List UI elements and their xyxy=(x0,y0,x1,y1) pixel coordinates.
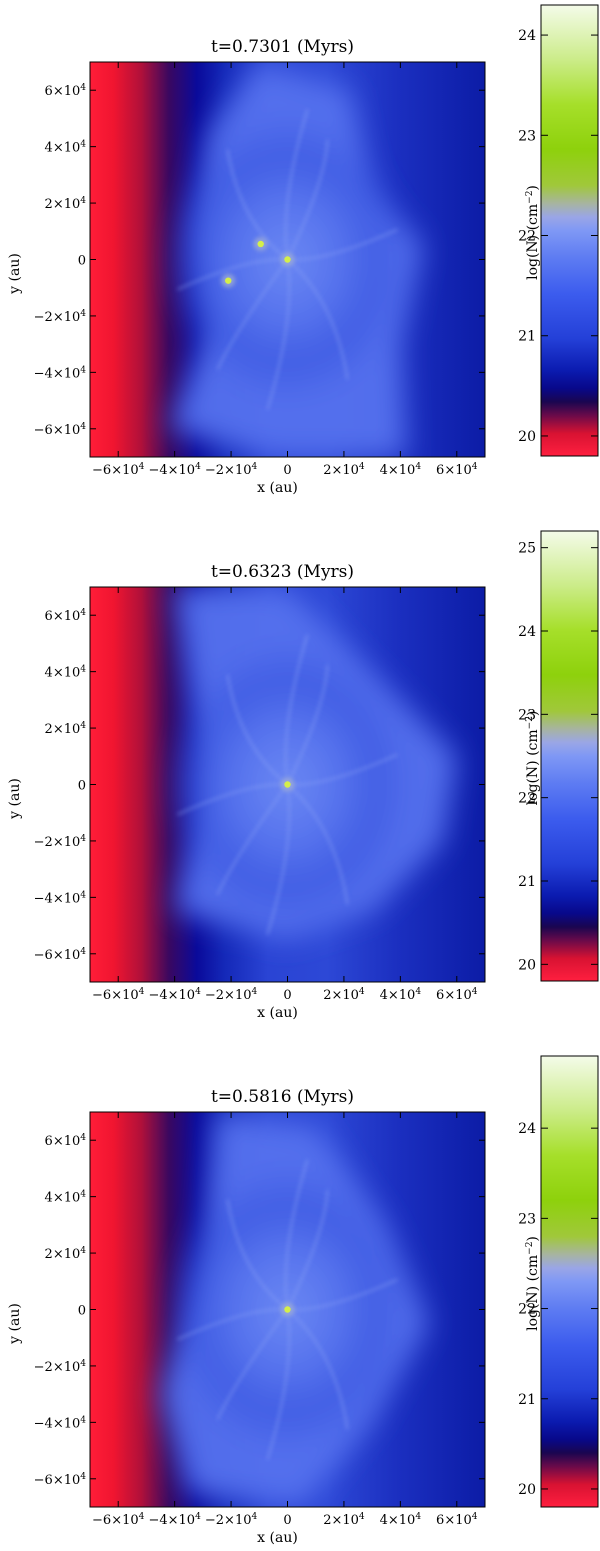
y-tick-label: −4×104 xyxy=(34,1415,87,1431)
x-axis-label: x (au) xyxy=(257,1005,298,1021)
x-tick-label: −6×104 xyxy=(92,987,145,1003)
x-tick-label: 2×104 xyxy=(323,987,365,1003)
filaments xyxy=(177,1159,398,1460)
x-tick-label: −6×104 xyxy=(92,462,145,478)
y-tick-label: −2×104 xyxy=(34,1359,87,1375)
axis-ticks xyxy=(90,1112,485,1507)
y-tick-label: −2×104 xyxy=(34,309,87,325)
x-tick-label: 6×104 xyxy=(436,462,478,478)
dense-core xyxy=(284,781,291,788)
heatmap-panel xyxy=(90,62,485,457)
panel-title: t=0.5816 (Myrs) xyxy=(211,1087,354,1107)
y-axis-label: y (au) xyxy=(7,1303,23,1345)
colorbar-tick-label: 24 xyxy=(518,28,536,44)
y-tick-label: 6×104 xyxy=(45,608,87,624)
x-tick-label: 4×104 xyxy=(380,1512,422,1528)
x-tick-label: 2×104 xyxy=(323,1512,365,1528)
y-tick-label: 0 xyxy=(78,1304,86,1319)
y-tick-label: 2×104 xyxy=(45,196,87,212)
colorbar-tick-label: 22 xyxy=(518,791,536,807)
dense-core xyxy=(284,1306,291,1313)
y-tick-label: 6×104 xyxy=(45,83,87,99)
colorbar-tick-label: 23 xyxy=(518,707,536,723)
y-tick-label: 0 xyxy=(78,254,86,269)
y-tick-label: −4×104 xyxy=(34,365,87,381)
y-tick-label: −2×104 xyxy=(34,834,87,850)
filaments xyxy=(177,634,398,935)
y-tick-label: −4×104 xyxy=(34,890,87,906)
y-tick-label: −6×104 xyxy=(34,1472,87,1488)
colorbar-tick-label: 21 xyxy=(518,329,536,345)
colorbar-tick-label: 20 xyxy=(518,429,536,445)
colorbar-tick-label: 23 xyxy=(518,128,536,144)
x-tick-label: 4×104 xyxy=(380,462,422,478)
colorbar-tick-label: 20 xyxy=(518,1482,536,1498)
dense-core xyxy=(257,240,264,248)
x-tick-label: 0 xyxy=(283,1513,291,1528)
filaments xyxy=(177,109,398,410)
x-tick-label: −2×104 xyxy=(205,987,258,1003)
y-tick-label: 4×104 xyxy=(45,665,87,681)
x-tick-label: −2×104 xyxy=(205,1512,258,1528)
x-tick-label: 4×104 xyxy=(380,987,422,1003)
y-tick-label: −6×104 xyxy=(34,947,87,963)
heatmap-panel xyxy=(90,587,485,982)
x-tick-label: 0 xyxy=(283,463,291,478)
x-axis-label: x (au) xyxy=(257,480,298,496)
colorbar xyxy=(540,1055,599,1508)
x-tick-label: −2×104 xyxy=(205,462,258,478)
colorbar-label: log(N) (cm−2) xyxy=(525,185,541,280)
x-tick-label: 6×104 xyxy=(436,1512,478,1528)
axis-ticks xyxy=(90,587,485,982)
y-tick-label: −6×104 xyxy=(34,422,87,438)
x-axis-label: x (au) xyxy=(257,1530,298,1546)
x-tick-label: 6×104 xyxy=(436,987,478,1003)
y-tick-label: 2×104 xyxy=(45,1246,87,1262)
x-tick-label: 2×104 xyxy=(323,462,365,478)
x-tick-label: 0 xyxy=(283,988,291,1003)
panel-title: t=0.7301 (Myrs) xyxy=(211,37,354,57)
colorbar-tick-label: 21 xyxy=(518,874,536,890)
y-axis-label: y (au) xyxy=(7,778,23,820)
y-tick-label: 6×104 xyxy=(45,1133,87,1149)
heatmap-panel xyxy=(90,1112,485,1507)
colorbar-tick-label: 22 xyxy=(518,1302,536,1318)
colorbar-label: log(N) (cm−2) xyxy=(525,1236,541,1331)
y-tick-label: 0 xyxy=(78,779,86,794)
colorbar-tick-label: 21 xyxy=(518,1392,536,1408)
x-tick-label: −4×104 xyxy=(148,462,201,478)
y-tick-label: 2×104 xyxy=(45,721,87,737)
colorbar xyxy=(540,530,599,982)
y-tick-label: 4×104 xyxy=(45,140,87,156)
x-tick-label: −4×104 xyxy=(148,987,201,1003)
colorbar xyxy=(540,4,599,457)
panel-title: t=0.6323 (Myrs) xyxy=(211,562,354,582)
colorbar-tick-label: 24 xyxy=(518,624,536,640)
dense-core xyxy=(284,256,291,263)
y-tick-label: 4×104 xyxy=(45,1190,87,1206)
colorbar-tick-label: 24 xyxy=(518,1121,536,1137)
colorbar-label: log(N) (cm−2) xyxy=(525,711,541,806)
x-tick-label: −6×104 xyxy=(92,1512,145,1528)
x-tick-label: −4×104 xyxy=(148,1512,201,1528)
colorbar-tick-label: 22 xyxy=(518,229,536,245)
axis-ticks xyxy=(90,62,485,457)
colorbar-tick-label: 25 xyxy=(518,541,536,557)
colorbar-tick-label: 23 xyxy=(518,1211,536,1227)
dense-core xyxy=(225,277,232,284)
colorbar-tick-label: 20 xyxy=(518,957,536,973)
y-axis-label: y (au) xyxy=(7,253,23,295)
